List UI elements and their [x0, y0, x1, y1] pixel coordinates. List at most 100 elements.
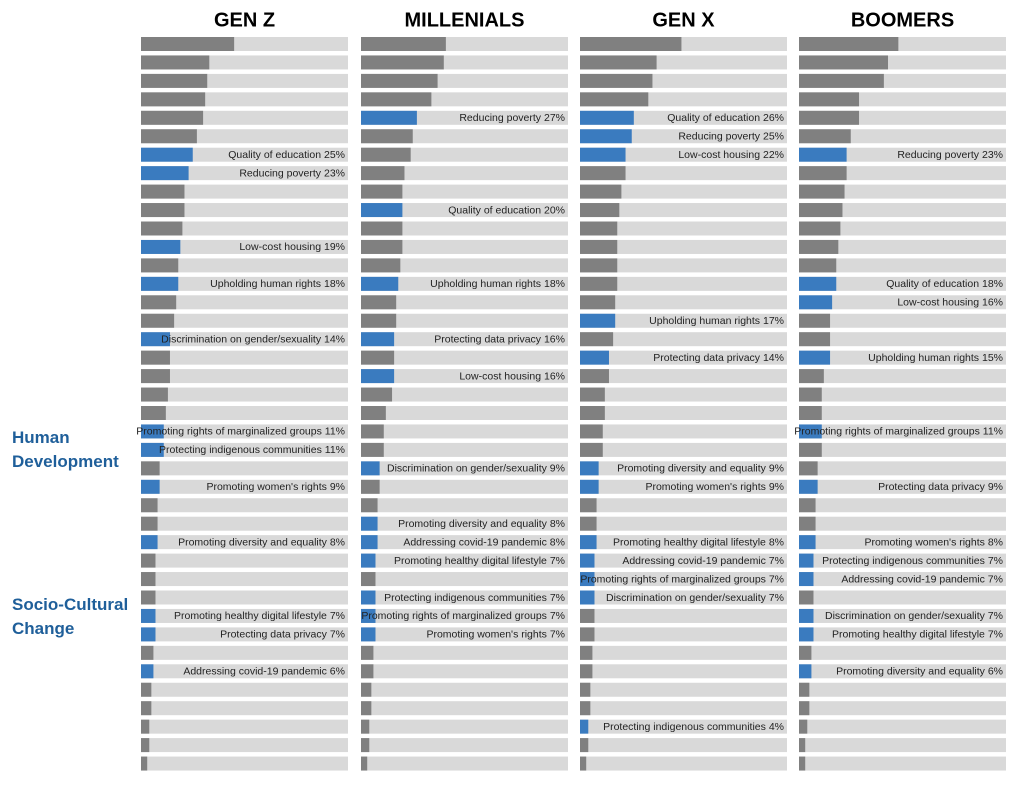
- bar: [799, 350, 831, 365]
- value-label: Promoting diversity and equality 9%: [617, 463, 784, 475]
- bar-track: [799, 295, 1006, 310]
- bar: [141, 313, 175, 328]
- bar: [141, 129, 197, 144]
- bar-track: [799, 166, 1006, 181]
- bar: [141, 572, 156, 587]
- value-label: Low-cost housing 16%: [459, 370, 565, 382]
- bar: [361, 498, 378, 513]
- bar-track: [361, 387, 568, 402]
- bar: [799, 369, 824, 384]
- bar-track: [141, 645, 348, 660]
- value-label: Discrimination on gender/sexuality 7%: [606, 592, 784, 604]
- bar-track: [580, 701, 787, 716]
- bar: [361, 332, 395, 347]
- value-label: Protecting data privacy 16%: [434, 333, 565, 345]
- bar-track: [361, 147, 568, 162]
- bar: [141, 203, 185, 218]
- value-label: Promoting diversity and equality 8%: [178, 536, 345, 548]
- bar-track: [799, 387, 1006, 402]
- bar-track: [580, 147, 787, 162]
- value-label: Addressing covid-19 pandemic 7%: [841, 573, 1003, 585]
- bar-track: [141, 221, 348, 236]
- bar-track: [361, 553, 568, 568]
- bar: [361, 719, 370, 734]
- bar: [580, 627, 595, 642]
- bar-track: [141, 203, 348, 218]
- bar: [799, 55, 889, 70]
- bar: [580, 682, 591, 697]
- bar: [799, 110, 860, 125]
- bar-track: [580, 572, 787, 587]
- bar-track: [580, 461, 787, 476]
- bar: [799, 387, 822, 402]
- bar-track: [799, 479, 1006, 494]
- bar-track: [141, 442, 348, 457]
- bar-track: [141, 424, 348, 439]
- bar-track: [580, 442, 787, 457]
- bar: [361, 276, 399, 291]
- value-label: Protecting data privacy 9%: [878, 481, 1003, 493]
- bar: [799, 203, 843, 218]
- bar-track: [141, 258, 348, 273]
- bar: [580, 203, 620, 218]
- value-label: Promoting rights of marginalized groups …: [580, 573, 784, 585]
- bar: [580, 295, 616, 310]
- value-label: Quality of education 26%: [667, 112, 784, 124]
- bar: [361, 239, 403, 254]
- bar: [361, 147, 411, 162]
- bar: [799, 239, 839, 254]
- bar: [580, 664, 593, 679]
- bar: [141, 719, 150, 734]
- value-label: Promoting women's rights 7%: [426, 629, 565, 641]
- bar: [361, 572, 376, 587]
- bar-track: [580, 203, 787, 218]
- bar-track: [580, 387, 787, 402]
- bar: [799, 756, 806, 771]
- value-label: Discrimination on gender/sexuality 14%: [161, 333, 345, 345]
- bar: [361, 738, 370, 753]
- bar-track: [141, 184, 348, 199]
- bar-track: [141, 479, 348, 494]
- bar: [141, 221, 183, 236]
- bar: [580, 37, 682, 51]
- bar: [799, 738, 806, 753]
- bar-track: [580, 406, 787, 420]
- bar-track: [141, 516, 348, 531]
- bar: [799, 479, 818, 494]
- bar: [141, 664, 154, 679]
- value-label: Upholding human rights 15%: [868, 352, 1003, 364]
- bar-track: [580, 535, 787, 550]
- value-label: Quality of education 20%: [448, 204, 565, 216]
- bar: [141, 239, 181, 254]
- bar: [580, 92, 649, 107]
- bar: [361, 73, 438, 88]
- value-label: Promoting rights of marginalized groups …: [136, 426, 345, 438]
- bar-track: [361, 203, 568, 218]
- bar: [361, 553, 376, 568]
- bar: [141, 92, 206, 107]
- bar: [361, 387, 393, 402]
- bar: [361, 221, 403, 236]
- bar: [141, 406, 166, 420]
- bar: [361, 535, 378, 550]
- bar-track: [361, 313, 568, 328]
- bar-track: [141, 608, 348, 623]
- bar-track: [580, 498, 787, 513]
- bar-track: [361, 239, 568, 254]
- bar: [141, 461, 160, 476]
- bar-track: [799, 424, 1006, 439]
- bar-track: [799, 276, 1006, 291]
- bar-track: [141, 313, 348, 328]
- bar: [141, 37, 235, 51]
- bar-track: [361, 645, 568, 660]
- bar: [361, 664, 374, 679]
- bar: [799, 682, 810, 697]
- bar: [141, 369, 170, 384]
- bar-track: [580, 627, 787, 642]
- bar: [141, 516, 158, 531]
- bar: [141, 756, 148, 771]
- bar: [799, 332, 831, 347]
- bar-track: [580, 590, 787, 605]
